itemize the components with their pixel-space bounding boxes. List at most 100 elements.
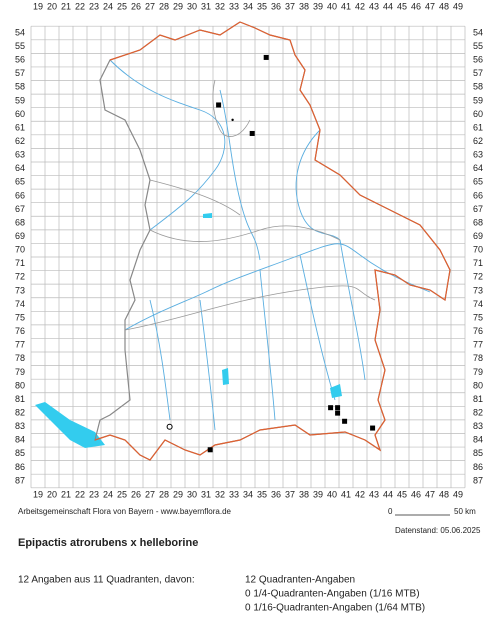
column-label: 37	[285, 489, 295, 499]
row-label: 84	[473, 435, 483, 445]
row-label: 81	[473, 394, 483, 404]
column-label: 35	[257, 1, 267, 11]
column-label: 22	[75, 1, 85, 11]
column-label: 43	[369, 489, 379, 499]
marker	[335, 405, 341, 411]
column-label: 49	[453, 489, 463, 499]
column-label: 33	[229, 1, 239, 11]
row-label: 78	[15, 353, 25, 363]
row-label: 72	[15, 272, 25, 282]
row-label: 66	[473, 190, 483, 200]
column-label: 40	[327, 489, 337, 499]
row-label: 76	[15, 326, 25, 336]
row-label: 82	[473, 407, 483, 417]
row-label: 79	[473, 367, 483, 377]
row-label: 69	[473, 231, 483, 241]
column-label: 22	[75, 489, 85, 499]
marker	[249, 130, 255, 136]
column-label: 45	[397, 489, 407, 499]
column-label: 46	[411, 489, 421, 499]
row-label: 79	[15, 367, 25, 377]
row-label: 76	[473, 326, 483, 336]
date: Datenstand: 05.06.2025	[395, 526, 481, 535]
column-label: 27	[145, 489, 155, 499]
row-label: 73	[15, 285, 25, 295]
title: Epipactis atrorubens x helleborine	[18, 537, 198, 549]
national-border	[94, 21, 451, 461]
markers	[166, 54, 376, 453]
marker	[370, 425, 376, 431]
row-label: 78	[473, 353, 483, 363]
column-label: 32	[215, 489, 225, 499]
marker	[335, 410, 341, 416]
row-label: 75	[15, 312, 25, 322]
row-label: 67	[15, 204, 25, 214]
row-label: 66	[15, 190, 25, 200]
column-label: 20	[47, 1, 57, 11]
row-label: 87	[473, 475, 483, 485]
row-label: 61	[15, 122, 25, 132]
column-label: 48	[439, 489, 449, 499]
row-label: 75	[473, 312, 483, 322]
row-label: 70	[15, 245, 25, 255]
marker	[231, 118, 234, 122]
row-label: 68	[15, 217, 25, 227]
column-label: 39	[313, 489, 323, 499]
column-label: 19	[33, 1, 43, 11]
row-label: 56	[15, 55, 25, 65]
column-label: 45	[397, 1, 407, 11]
row-label: 69	[15, 231, 25, 241]
scale-start: 0	[388, 507, 393, 516]
column-label: 44	[383, 489, 393, 499]
column-label: 26	[131, 1, 141, 11]
detail: 0 1/4-Quadranten-Angaben (1/16 MTB)	[245, 589, 420, 600]
row-label: 57	[473, 68, 483, 78]
row-label: 77	[473, 340, 483, 350]
column-label: 35	[257, 489, 267, 499]
row-label: 71	[473, 258, 483, 268]
row-label: 84	[15, 435, 25, 445]
detail: 12 Quadranten-Angaben	[245, 575, 355, 586]
row-label: 63	[473, 150, 483, 160]
scale-end: 50 km	[454, 507, 476, 516]
column-label: 19	[33, 489, 43, 499]
row-label: 73	[473, 285, 483, 295]
column-label: 36	[271, 489, 281, 499]
column-label: 39	[313, 1, 323, 11]
row-label: 62	[15, 136, 25, 146]
column-label: 21	[61, 489, 71, 499]
column-label: 27	[145, 1, 155, 11]
column-label: 46	[411, 1, 421, 11]
row-label: 58	[473, 82, 483, 92]
row-label: 58	[15, 82, 25, 92]
column-label: 23	[89, 489, 99, 499]
row-label: 83	[473, 421, 483, 431]
column-label: 41	[341, 1, 351, 11]
column-label: 47	[425, 489, 435, 499]
lakes	[35, 213, 342, 448]
row-label: 80	[15, 380, 25, 390]
row-label: 74	[473, 299, 483, 309]
column-label: 23	[89, 1, 99, 11]
column-label: 28	[159, 1, 169, 11]
column-label: 20	[47, 489, 57, 499]
column-label: 31	[201, 489, 211, 499]
row-label: 67	[473, 204, 483, 214]
row-label: 72	[473, 272, 483, 282]
column-label: 32	[215, 1, 225, 11]
row-label: 82	[15, 407, 25, 417]
row-label: 63	[15, 150, 25, 160]
column-label: 30	[187, 1, 197, 11]
column-label: 24	[103, 1, 113, 11]
column-label: 29	[173, 1, 183, 11]
row-label: 85	[15, 448, 25, 458]
row-label: 70	[473, 245, 483, 255]
grid: 19 19 20 20 21 21 22 22 23 23 24 24 25 25 26 26 27 27 28 28…	[15, 1, 483, 499]
row-label: 60	[15, 109, 25, 119]
column-label: 38	[299, 1, 309, 11]
marker	[263, 54, 269, 60]
row-label: 56	[473, 55, 483, 65]
marker	[328, 405, 334, 411]
marker	[207, 447, 213, 453]
